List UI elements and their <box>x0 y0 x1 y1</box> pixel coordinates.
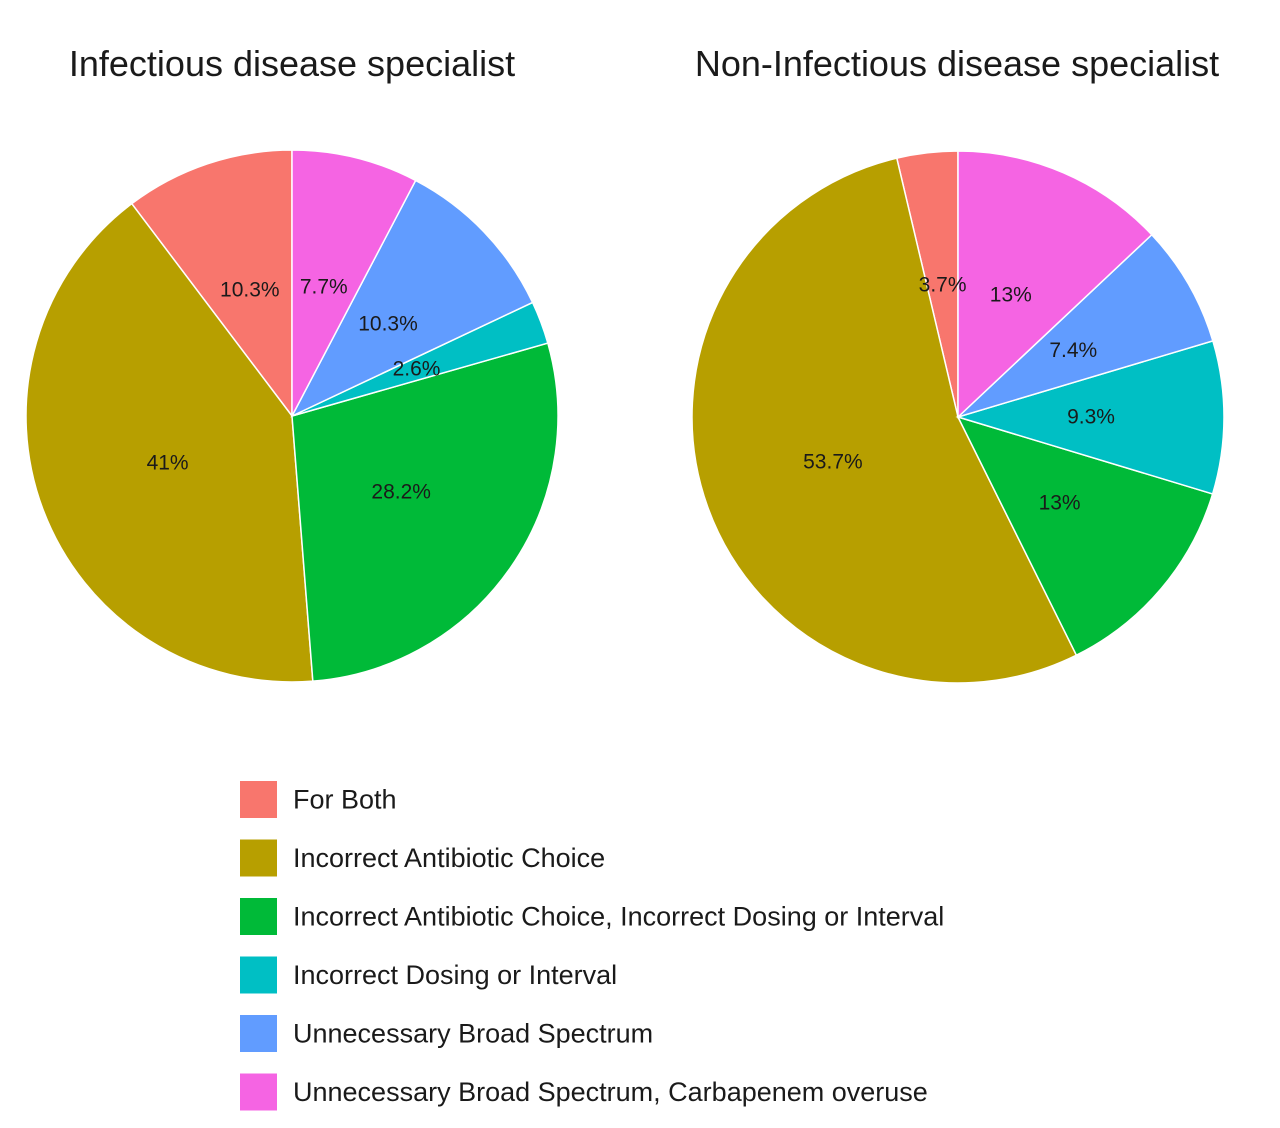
chart-title-infectious: Infectious disease specialist <box>69 43 515 84</box>
pie-slice-incorrect-antibiotic-choice <box>691 157 1078 684</box>
pie-slice-incorrect-antibiotic-choice-incorrect-dosing-or-interval <box>956 415 1214 657</box>
legend: For Both Incorrect Antibiotic Choice Incor… <box>240 781 944 1111</box>
legend-label: Incorrect Antibiotic Choice <box>293 843 605 873</box>
pie-slice-labels: 10.3% 41% 28.2% 2.6% 10.3% 7.7% <box>147 275 441 503</box>
legend-label: Incorrect Dosing or Interval <box>293 960 617 990</box>
slice-value-label: 10.3% <box>220 278 280 301</box>
legend-label: Incorrect Antibiotic Choice, Incorrect D… <box>293 902 944 932</box>
legend-swatch-incorrect-antibiotic-choice <box>240 839 277 877</box>
slice-value-label: 3.7% <box>919 273 967 296</box>
legend-swatch-unnecessary-broad-spectrum <box>240 1015 277 1052</box>
pie-slice-for-both <box>130 149 293 419</box>
slice-value-label: 13% <box>990 283 1032 306</box>
pie-slice-unnecessary-broad-spectrum-carbapenem-overuse <box>957 150 1153 419</box>
slice-value-label: 13% <box>1039 491 1081 514</box>
slice-value-label: 7.4% <box>1049 339 1097 362</box>
pie-slice-unnecessary-broad-spectrum <box>290 179 534 418</box>
pie-slices <box>25 149 559 683</box>
pie-chart-non-infectious: Non-Infectious disease specialist 3.7% 53… <box>691 43 1225 684</box>
slice-value-label: 9.3% <box>1067 406 1115 429</box>
legend-label: Unnecessary Broad Spectrum <box>293 1019 653 1049</box>
legend-swatch-for-both <box>240 781 277 818</box>
slice-value-label: 7.7% <box>300 275 348 298</box>
slice-value-label: 10.3% <box>358 313 418 336</box>
pie-slice-incorrect-antibiotic-choice <box>25 202 314 683</box>
slice-value-label: 2.6% <box>393 358 441 381</box>
legend-swatch-incorrect-antibiotic-choice-incorrect-dosing-or-interval <box>240 898 277 935</box>
pie-slice-unnecessary-broad-spectrum-carbapenem-overuse <box>291 149 417 417</box>
legend-swatch-incorrect-dosing-or-interval <box>240 956 277 994</box>
slice-value-label: 28.2% <box>371 480 431 503</box>
chart-title-non-infectious: Non-Infectious disease specialist <box>695 43 1219 84</box>
slice-value-label: 41% <box>147 452 189 475</box>
pie-slice-unnecessary-broad-spectrum <box>957 233 1214 418</box>
pie-slice-incorrect-antibiotic-choice-incorrect-dosing-or-interval <box>291 342 559 682</box>
legend-label: Unnecessary Broad Spectrum, Carbapenem o… <box>293 1077 928 1107</box>
legend-swatch-unnecessary-broad-spectrum-carbapenem-overuse <box>240 1073 277 1111</box>
pie-chart-infectious: Infectious disease specialist 10.3% 41% 28… <box>25 43 559 683</box>
slice-value-label: 53.7% <box>803 451 863 474</box>
pie-slice-incorrect-dosing-or-interval <box>955 339 1225 495</box>
pie-slice-labels: 3.7% 53.7% 13% 9.3% 7.4% 13% <box>803 273 1115 514</box>
legend-label: For Both <box>293 785 397 815</box>
pie-slices <box>691 150 1225 684</box>
